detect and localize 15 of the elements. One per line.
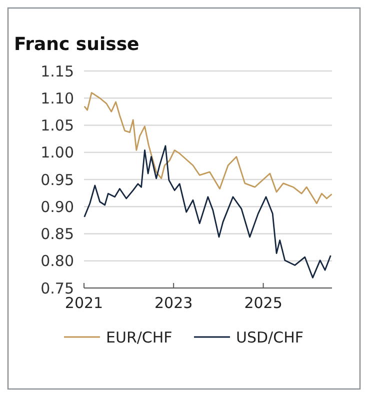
line-series — [84, 92, 332, 204]
x-tick-label: 2023 — [154, 294, 193, 312]
y-tick-label: 0.90 — [40, 198, 74, 216]
y-tick-label: 1.15 — [40, 62, 74, 80]
x-tick-label: 2025 — [244, 294, 282, 312]
y-tick-label: 0.85 — [40, 225, 74, 243]
y-tick-label: 0.80 — [40, 252, 74, 270]
y-tick-label: 1.00 — [40, 144, 74, 162]
line-series — [84, 145, 332, 278]
y-tick-label: 1.05 — [40, 116, 74, 134]
chart-title: Franc suisse — [14, 34, 140, 55]
y-tick-label: 1.10 — [40, 89, 74, 108]
y-tick-label: 0.95 — [40, 170, 74, 189]
legend-label: EUR/CHF — [106, 328, 172, 346]
legend-label: USD/CHF — [236, 328, 304, 346]
